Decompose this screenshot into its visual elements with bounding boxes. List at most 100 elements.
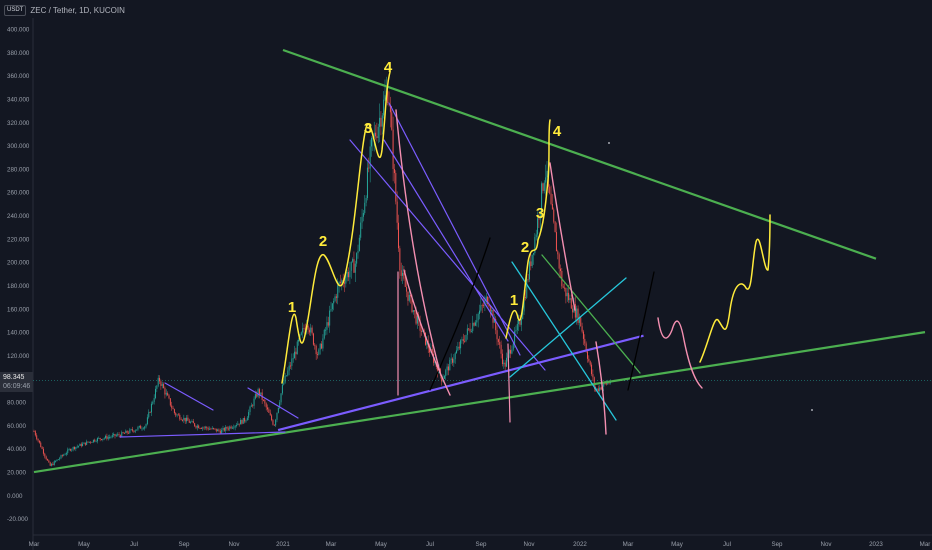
candle-body [581, 326, 583, 332]
candle-body [115, 435, 117, 437]
candle-body [68, 449, 70, 450]
candle-body [64, 454, 66, 456]
candle-body [564, 287, 566, 289]
candle-body [551, 203, 553, 210]
candle-body [161, 384, 163, 386]
candle-body [271, 415, 273, 421]
candle-body [431, 348, 433, 354]
time-tick-label: Sep [771, 541, 783, 548]
symbol-title[interactable]: ZEC / Tether, 1D, KUCOIN [30, 5, 125, 15]
time-tick-label: Mar [326, 541, 337, 548]
candle-body [400, 270, 402, 276]
bar-countdown: 06:09:46 [3, 383, 31, 390]
time-tick-label: 2023 [869, 541, 883, 548]
candle-body [371, 137, 372, 147]
wave-count-label: 3 [364, 120, 372, 137]
candle-body [276, 412, 278, 420]
candle-body [41, 447, 43, 449]
yellow-wave-1 [281, 71, 391, 384]
candle-body [36, 435, 38, 439]
candle-body [263, 399, 264, 401]
candle-body [541, 183, 543, 212]
price-tick-label: 220.000 [7, 236, 30, 243]
candle-body [94, 439, 96, 442]
candle-body [555, 232, 557, 252]
candle-body [202, 427, 204, 429]
time-tick-label: May [375, 541, 388, 548]
wave-count-label: 1 [288, 299, 296, 316]
candle-body [148, 412, 150, 418]
candle-body [446, 366, 448, 371]
candle-body [608, 382, 610, 384]
candle-body [539, 211, 541, 220]
candle-body [140, 425, 142, 429]
price-tick-label: 320.000 [7, 120, 30, 127]
trendline-lower-green [33, 331, 926, 474]
candle-body [519, 319, 521, 325]
candle-body [472, 322, 474, 332]
candle-body [240, 419, 242, 425]
candle-body [214, 428, 216, 430]
candle-body [213, 427, 215, 429]
candle-body [310, 327, 312, 333]
candle-body [410, 294, 412, 297]
candle-body [107, 437, 109, 439]
candle-body [254, 394, 256, 399]
candle-body [491, 310, 493, 312]
time-tick-label: May [671, 541, 684, 548]
candle-body [377, 126, 379, 138]
candle-body [53, 461, 55, 466]
candle-body [284, 375, 286, 383]
candles-group [33, 76, 611, 467]
candle-body [231, 427, 233, 429]
candle-body [184, 417, 186, 422]
candle-body [253, 398, 255, 406]
chart-header: USDT ZEC / Tether, 1D, KUCOIN [4, 3, 125, 17]
candle-body [458, 346, 460, 349]
candle-body [264, 399, 266, 404]
candle-body [80, 443, 82, 447]
candle-body [526, 279, 528, 298]
candle-body [60, 455, 62, 459]
candle-body [407, 291, 409, 301]
candle-body [460, 340, 462, 349]
candle-body [346, 272, 348, 278]
candle-body [473, 322, 475, 326]
candle-body [234, 425, 236, 428]
candle-body [596, 388, 598, 391]
candle-body [157, 377, 159, 386]
candle-body [265, 403, 267, 408]
purple-resistance-lines [119, 102, 546, 438]
candle-body [527, 279, 529, 281]
candle-body [287, 370, 289, 376]
trendline-purple-support [277, 334, 644, 432]
trendline-upper-green [282, 48, 877, 260]
candle-body [105, 435, 107, 439]
candle-body [134, 430, 136, 432]
candle-body [198, 425, 200, 429]
candle-body [160, 381, 162, 386]
candle-body [83, 442, 85, 444]
candle-body [79, 443, 81, 446]
candle-body [524, 297, 526, 298]
pink-stroke-1 [395, 109, 441, 373]
candle-body [522, 311, 524, 319]
candle-body [357, 251, 359, 254]
candle-body [169, 398, 171, 406]
candle-body [215, 428, 217, 432]
quote-currency-badge[interactable]: USDT [4, 4, 27, 16]
candle-body [569, 298, 571, 301]
candle-body [607, 382, 609, 385]
candle-body [101, 439, 102, 440]
candle-body [222, 428, 224, 430]
candle-body [331, 303, 333, 310]
candle-body [488, 304, 490, 307]
time-tick-label: Sep [178, 541, 190, 548]
candle-body [580, 317, 582, 327]
pink-stroke-2 [403, 269, 451, 396]
candle-body [225, 426, 227, 431]
candle-body [443, 375, 445, 379]
candle-body [322, 338, 324, 349]
candle-body [599, 387, 601, 392]
